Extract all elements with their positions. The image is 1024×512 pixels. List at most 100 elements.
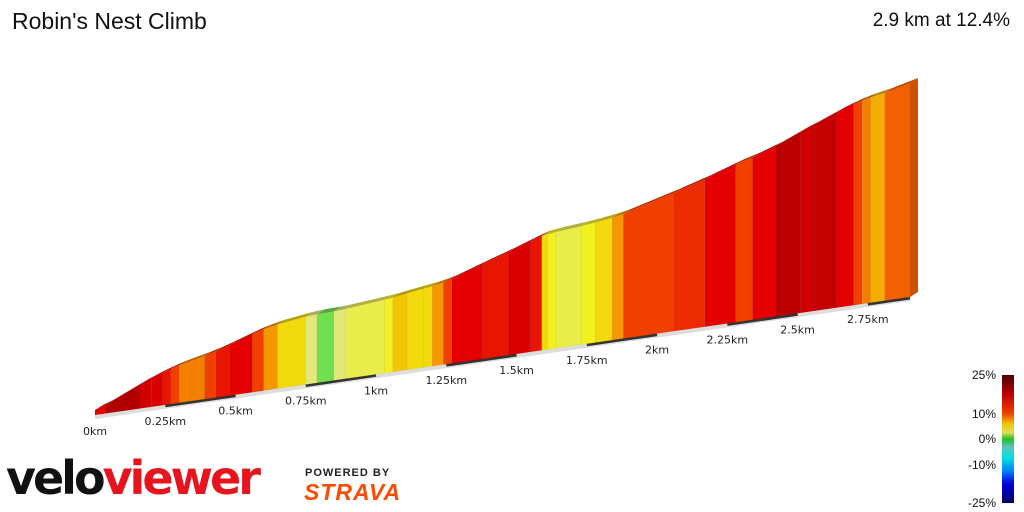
- segment-top-face: [345, 294, 393, 310]
- gradient-segment: [423, 285, 433, 368]
- climb-summary: 2.9 km at 12.4%: [872, 10, 1010, 31]
- baseline-stripe: [867, 296, 911, 306]
- segment-top-face: [884, 78, 918, 93]
- strava-logo: STRAVA: [304, 479, 402, 505]
- baseline-stripe: [586, 333, 658, 347]
- segment-top-face: [406, 283, 432, 294]
- gradient-segment: [104, 383, 141, 414]
- segment-top-face: [853, 95, 871, 105]
- baseline-stripe: [165, 394, 236, 408]
- segment-top-face: [317, 306, 342, 315]
- gradient-segment: [305, 313, 318, 385]
- segment-top-face: [170, 360, 188, 369]
- gradient-segment: [673, 178, 706, 332]
- gradient-segment: [277, 316, 307, 389]
- gradient-segment: [774, 131, 801, 317]
- segment-top-face: [139, 373, 160, 385]
- gradient-segment: [870, 92, 885, 303]
- segment-top-face: [836, 99, 862, 113]
- segment-top-face: [704, 159, 744, 180]
- gradient-segment: [392, 293, 408, 373]
- segment-top-face: [384, 292, 401, 300]
- gradient-segment: [482, 251, 509, 360]
- gradient-segment: [800, 124, 815, 314]
- gradient-segment: [443, 278, 453, 365]
- segment-top-face: [95, 400, 114, 410]
- segment-top-face: [752, 141, 784, 158]
- baseline-stripe: [446, 353, 517, 367]
- gradient-segment: [884, 82, 911, 301]
- gradient-segment: [594, 217, 613, 343]
- x-tick-label: 0km: [83, 425, 107, 438]
- gradient-segment: [541, 233, 548, 351]
- segment-top-face: [530, 230, 550, 241]
- profile-end-face: [910, 78, 918, 297]
- gradient-color-legend: [1002, 375, 1014, 503]
- segment-top-face: [612, 208, 632, 218]
- gradient-segment: [406, 288, 425, 371]
- segment-top-face: [392, 288, 415, 298]
- segment-top-face: [595, 212, 621, 223]
- baseline-stripe: [305, 373, 377, 387]
- x-tick-label: 1.25km: [426, 374, 468, 387]
- segment-top-face: [814, 107, 845, 125]
- segment-top-face: [162, 363, 179, 373]
- gradient-segment: [704, 163, 737, 327]
- gradient-segment: [333, 308, 346, 381]
- gradient-segment: [530, 235, 543, 353]
- segment-top-face: [263, 319, 286, 330]
- gradient-segment: [263, 324, 278, 391]
- gradient-segment: [139, 378, 152, 409]
- segment-top-face: [508, 235, 539, 253]
- climb-title: Robin's Nest Climb: [12, 8, 207, 34]
- segment-top-face: [623, 187, 682, 214]
- segment-top-face: [541, 229, 556, 236]
- segment-top-face: [277, 311, 314, 325]
- legend-label: 10%: [971, 407, 996, 421]
- gradient-segment: [580, 222, 596, 345]
- gradient-segment: [507, 240, 531, 356]
- legend-label: 0%: [978, 432, 996, 446]
- gradient-segment: [836, 103, 855, 308]
- segment-top-face: [555, 221, 590, 233]
- segment-top-face: [423, 281, 441, 289]
- gradient-segment: [170, 365, 180, 405]
- gradient-segment: [814, 111, 838, 312]
- x-tick-label: 2.5km: [780, 323, 815, 336]
- segment-top-face: [204, 346, 224, 357]
- segment-top-face: [800, 119, 823, 133]
- segment-top-face: [870, 87, 893, 98]
- segment-top-face: [229, 329, 261, 345]
- gradient-segment: [735, 157, 753, 323]
- gradient-segment: [252, 328, 264, 393]
- legend-label: -10%: [967, 458, 996, 472]
- gradient-segment: [451, 263, 484, 364]
- gradient-segment: [547, 231, 557, 350]
- segment-top-face: [215, 339, 238, 352]
- segment-top-face: [862, 92, 879, 101]
- segment-top-face: [735, 152, 761, 165]
- gradient-segment: [611, 213, 624, 341]
- segment-top-face: [451, 258, 491, 279]
- legend-label: -25%: [967, 496, 996, 510]
- segment-top-face: [581, 217, 604, 227]
- gradient-segment: [316, 311, 335, 384]
- gradient-segment: [861, 97, 871, 305]
- segment-top-face: [482, 247, 517, 264]
- gradient-segment: [752, 146, 776, 321]
- segment-top-face: [105, 379, 148, 406]
- x-tick-label: 1.5km: [499, 364, 534, 377]
- gradient-segment: [853, 100, 863, 306]
- segment-top-face: [432, 277, 452, 287]
- gradient-segment: [162, 368, 172, 406]
- x-tick-label: 2km: [645, 344, 669, 357]
- powered-by-label: POWERED BY: [305, 467, 391, 479]
- x-tick-label: 2.25km: [707, 333, 749, 346]
- veloviewer-logo: veloviewer: [6, 451, 261, 505]
- x-tick-label: 0.25km: [144, 415, 186, 428]
- legend-label: 25%: [971, 368, 996, 382]
- gradient-segment: [94, 404, 106, 416]
- x-tick-label: 1km: [364, 384, 388, 397]
- gradient-segment: [344, 299, 385, 380]
